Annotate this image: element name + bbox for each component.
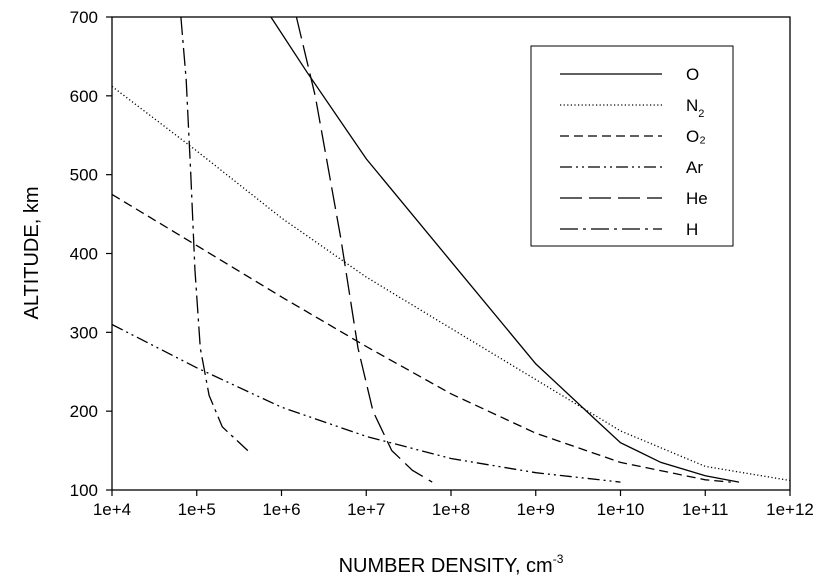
series-lines [111, 16, 791, 483]
x-tick-label: 1e+5 [178, 500, 216, 519]
x-axis-ticks: 1e+4 1e+5 1e+6 1e+7 1e+8 1e+9 1e+10 1e+11 1e+12 [93, 490, 814, 519]
y-tick-label: 700 [70, 8, 98, 27]
x-tick-label: 1e+10 [597, 500, 645, 519]
y-tick-label: 100 [70, 481, 98, 500]
x-tick-label: 1e+6 [262, 500, 300, 519]
x-tick-label: 1e+8 [432, 500, 470, 519]
legend-box [530, 45, 734, 247]
series-line-4 [295, 16, 433, 483]
x-tick-label: 1e+4 [93, 500, 131, 519]
y-tick-label: 200 [70, 402, 98, 421]
y-tick-label: 600 [70, 87, 98, 106]
x-axis-title-superscript: -3 [553, 552, 564, 566]
legend-label-0: O [686, 65, 699, 84]
x-tick-label: 1e+7 [347, 500, 385, 519]
x-tick-label: 1e+12 [766, 500, 814, 519]
legend-label-2: O₂ [686, 127, 706, 146]
series-line-5 [180, 16, 249, 452]
y-tick-label: 300 [70, 323, 98, 342]
legend: O N2 O₂ Ar He H [530, 45, 734, 247]
x-axis-title: NUMBER DENSITY, cm-3 [339, 552, 564, 577]
x-tick-label: 1e+11 [682, 500, 728, 519]
series-line-0 [270, 16, 740, 483]
y-tick-label: 400 [70, 245, 98, 264]
x-tick-label: 1e+9 [517, 500, 555, 519]
legend-label-4: He [686, 189, 708, 208]
y-tick-label: 500 [70, 166, 98, 185]
series-line-3 [111, 323, 621, 483]
y-axis-title: ALTITUDE, km [21, 187, 43, 320]
legend-label-1: N2 [686, 96, 704, 120]
legend-label-3: Ar [686, 158, 703, 177]
series-line-2 [111, 193, 731, 483]
legend-label-5: H [686, 220, 698, 239]
y-axis-ticks: 100 200 300 400 500 600 700 [70, 8, 112, 500]
